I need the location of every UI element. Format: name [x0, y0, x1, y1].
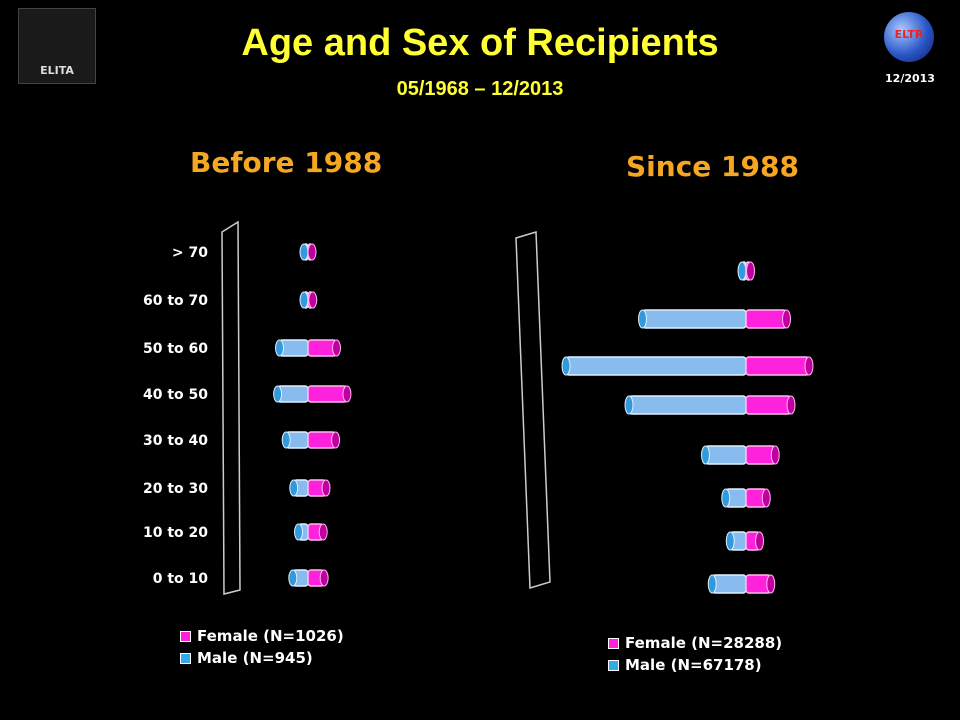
bar-male-cap: [638, 309, 647, 329]
bar-male-cap: [624, 395, 634, 415]
bar-female: [745, 309, 788, 329]
category-label: 30 to 40: [143, 433, 208, 449]
bar-female-cap: [331, 431, 341, 449]
category-label: 10 to 20: [143, 525, 208, 541]
legend-label-male: Male (N=67178): [625, 656, 762, 674]
axis-wall: [515, 231, 551, 589]
bar-male: [276, 385, 309, 403]
legend-label-male: Male (N=945): [197, 649, 313, 667]
bar-female-cap: [318, 523, 328, 541]
bar-male-cap: [275, 339, 284, 357]
bar-male-cap: [701, 445, 710, 465]
eltr-logo-text: ELTR: [894, 28, 924, 41]
elita-logo: ELITA: [18, 8, 96, 84]
category-label: 0 to 10: [153, 571, 209, 587]
bar-female-cap: [755, 531, 764, 551]
bar-male-cap: [299, 243, 309, 261]
before-1988-title: Before 1988: [190, 146, 383, 179]
legend-item-female: Female (N=28288): [608, 632, 782, 654]
bar-female-cap: [308, 291, 318, 309]
bar-female-cap: [307, 243, 317, 261]
bar-male-cap: [288, 569, 298, 587]
legend-swatch-female: [180, 630, 191, 642]
bar-male-cap: [294, 523, 303, 541]
category-label: 60 to 70: [143, 293, 208, 309]
bar-female-cap: [321, 479, 331, 497]
page-subtitle: 05/1968 – 12/2013: [396, 78, 564, 100]
legend-since-1988: Female (N=28288) Male (N=67178): [608, 632, 782, 676]
bar-male-cap: [281, 431, 291, 449]
category-label: 20 to 30: [143, 481, 208, 497]
bar-male-cap: [561, 356, 571, 376]
bar-female-cap: [332, 339, 341, 357]
bar-female-cap: [786, 395, 796, 415]
bar-female: [745, 395, 792, 415]
eltr-globe-logo: ELTR: [884, 12, 934, 62]
bar-male: [565, 356, 747, 376]
bar-female-cap: [770, 445, 780, 465]
bar-male-cap: [725, 531, 735, 551]
bar-male: [628, 395, 747, 415]
category-label: 50 to 60: [143, 341, 208, 357]
category-label: > 70: [172, 245, 208, 261]
bar-male-cap: [289, 479, 299, 497]
bar-female-cap: [761, 488, 771, 508]
legend-label-female: Female (N=28288): [625, 634, 783, 652]
elita-logo-text: ELITA: [40, 64, 74, 77]
bar-male: [641, 309, 747, 329]
page-title: Age and Sex of Recipients: [241, 22, 719, 64]
legend-swatch-male: [180, 652, 191, 664]
category-label: 40 to 50: [143, 387, 208, 403]
bar-male-cap: [299, 291, 309, 309]
bar-female-cap: [782, 309, 791, 329]
bar-male-cap: [737, 261, 747, 281]
bar-female: [745, 356, 810, 376]
legend-before-1988: Female (N=1026) Male (N=945): [180, 625, 344, 669]
since-1988-title: Since 1988: [626, 150, 799, 183]
legend-item-female: Female (N=1026): [180, 625, 344, 647]
legend-item-male: Male (N=67178): [608, 654, 782, 676]
legend-swatch-female: [608, 637, 619, 649]
bar-female-cap: [766, 574, 776, 594]
legend-swatch-male: [608, 659, 619, 671]
bar-male-cap: [721, 488, 731, 508]
axis-wall: [221, 220, 241, 595]
bar-male-cap: [707, 574, 717, 594]
bar-male: [704, 445, 747, 465]
bar-female: [307, 385, 348, 403]
legend-label-female: Female (N=1026): [197, 627, 344, 645]
report-date: 12/2013: [885, 72, 935, 85]
bar-female-cap: [342, 385, 352, 403]
bar-male-cap: [273, 385, 283, 403]
bar-female-cap: [746, 261, 755, 281]
bar-male: [711, 574, 747, 594]
bar-female-cap: [319, 569, 329, 587]
legend-item-male: Male (N=945): [180, 647, 344, 669]
bar-female-cap: [804, 356, 814, 376]
